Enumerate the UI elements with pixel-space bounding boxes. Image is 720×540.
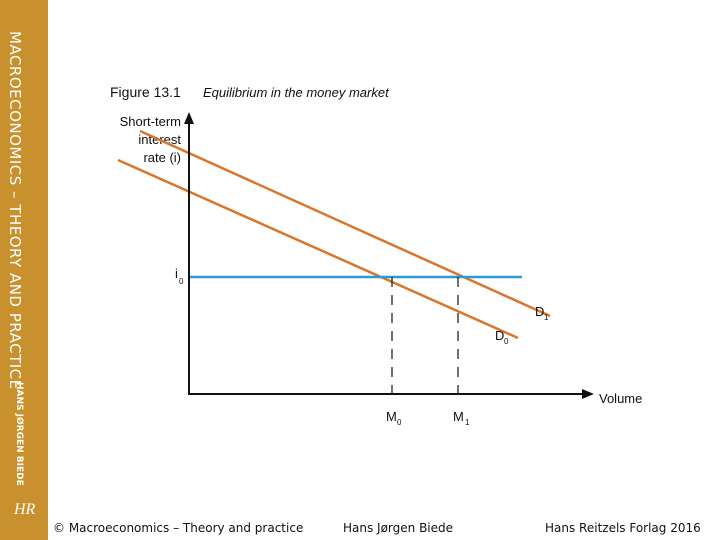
d0-label: D (495, 328, 504, 343)
x-axis-arrow (582, 389, 594, 399)
y-axis-label-line-1: Short-term (120, 114, 181, 129)
m0-subscript: 0 (397, 418, 402, 427)
publisher-logo-text: HR (13, 501, 36, 518)
money-market-figure: Figure 13.1 Equilibrium in the money mar… (110, 84, 642, 427)
figure-number: Figure 13.1 (110, 84, 181, 100)
footer-publisher: Hans Reitzels Forlag 2016 (545, 521, 701, 535)
m1-subscript: 1 (465, 418, 470, 427)
book-title-text: MACROECONOMICS – THEORY AND PRACTICE (6, 31, 24, 390)
footer-copyright: © Macroeconomics – Theory and practice (53, 521, 304, 535)
y-axis-arrow (184, 112, 194, 124)
figure-caption: Equilibrium in the money market (203, 85, 390, 100)
d0-subscript: 0 (504, 337, 509, 346)
m1-label: M (453, 409, 464, 424)
demand-curve-d0 (117, 158, 519, 340)
d1-subscript: 1 (544, 313, 549, 322)
y-axis-label-line-3: rate (i) (143, 150, 181, 165)
i0-label: i (175, 266, 178, 281)
sidebar: MACROECONOMICS – THEORY AND PRACTICE HAN… (0, 0, 48, 540)
publisher-logo: HR (13, 501, 36, 518)
demand-curve-d1 (139, 129, 551, 318)
m0-label: M (386, 409, 397, 424)
footer-author: Hans Jørgen Biede (343, 521, 454, 535)
author-text: HANS JØRGEN BIEDE (14, 382, 24, 486)
i0-subscript: 0 (179, 277, 184, 286)
d1-label: D (535, 304, 544, 319)
x-axis-label: Volume (599, 391, 642, 406)
